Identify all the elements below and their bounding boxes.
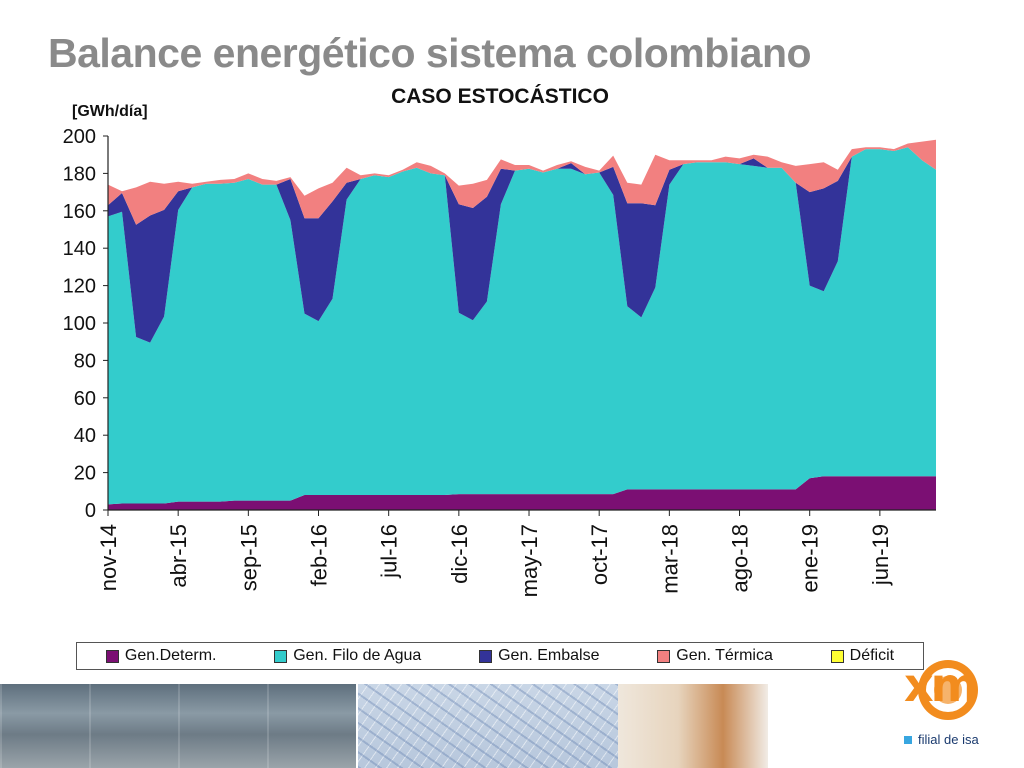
y-tick-label: 160 bbox=[63, 201, 96, 223]
legend-item-0: Gen.Determ. bbox=[105, 647, 217, 665]
legend-label: Gen. Filo de Agua bbox=[293, 647, 422, 664]
axes-group: 0 20 40 60 80 100 120 140 160 180 200 nov-14 abr-15 s… bbox=[63, 126, 936, 597]
xm-logo: xm bbox=[898, 656, 994, 720]
chart-title: CASO ESTOCÁSTICO bbox=[391, 85, 609, 108]
x-tick-label: ago-18 bbox=[728, 524, 753, 593]
x-tick-label: feb-16 bbox=[307, 524, 332, 586]
x-tick-label: nov-14 bbox=[96, 524, 121, 591]
y-tick-label: 200 bbox=[63, 126, 96, 148]
legend-item-3: Gen. Térmica bbox=[657, 647, 773, 665]
legend-swatch bbox=[274, 649, 288, 663]
x-tick-label: ene-19 bbox=[798, 524, 823, 593]
y-tick-label: 60 bbox=[74, 388, 96, 410]
legend-item-4: Déficit bbox=[830, 647, 895, 665]
footer-photo-strip bbox=[0, 684, 1024, 768]
x-tick-label: dic-16 bbox=[447, 524, 472, 584]
page-title: Balance energético sistema colombiano bbox=[48, 30, 812, 76]
x-tick-label: mar-18 bbox=[657, 524, 682, 594]
legend-item-2: Gen. Embalse bbox=[479, 647, 599, 665]
legend-label: Gen.Determ. bbox=[124, 647, 217, 664]
y-tick-label: 120 bbox=[63, 276, 96, 298]
x-tick-label: oct-17 bbox=[587, 524, 612, 585]
x-tick-label: may-17 bbox=[517, 524, 542, 597]
tagline: filial de isa bbox=[904, 732, 979, 747]
area-series-3 bbox=[108, 139, 936, 225]
legend-swatch bbox=[479, 649, 493, 663]
legend-label: Déficit bbox=[849, 647, 895, 664]
logo-text: xm bbox=[904, 658, 979, 712]
x-tick-label: jul-16 bbox=[377, 524, 402, 579]
area-series-0 bbox=[108, 476, 936, 510]
y-axis-label: [GWh/día] bbox=[72, 103, 148, 120]
legend-swatch bbox=[105, 649, 119, 663]
x-tick-label: abr-15 bbox=[166, 524, 191, 588]
xm-logo-mark bbox=[918, 660, 978, 720]
area-series-2 bbox=[108, 147, 936, 343]
y-tick-label: 80 bbox=[74, 350, 96, 372]
y-tick-label: 20 bbox=[74, 463, 96, 485]
legend-swatch bbox=[830, 649, 844, 663]
family-photo bbox=[618, 684, 768, 768]
legend-label: Gen. Térmica bbox=[676, 647, 773, 664]
y-tick-label: 0 bbox=[85, 500, 96, 522]
area-series-group bbox=[108, 139, 936, 510]
legend-label: Gen. Embalse bbox=[498, 647, 600, 664]
tagline-bullet-icon bbox=[904, 735, 912, 744]
area-series-1 bbox=[108, 147, 936, 505]
traffic-cameras-photo bbox=[0, 684, 356, 768]
legend-swatch bbox=[657, 649, 671, 663]
y-tick-label: 180 bbox=[63, 163, 96, 185]
tagline-text: filial de isa bbox=[918, 732, 979, 747]
x-tick-label: jun-19 bbox=[868, 524, 893, 586]
stacked-area-chart: CASO ESTOCÁSTICO [GWh/día] 0 20 40 60 80 100 1… bbox=[63, 85, 936, 597]
y-tick-label: 100 bbox=[63, 313, 96, 335]
legend-item-1: Gen. Filo de Agua bbox=[274, 647, 421, 665]
y-tick-label: 40 bbox=[74, 425, 96, 447]
city-map-photo bbox=[358, 684, 618, 768]
chart-legend: Gen.Determ. Gen. Filo de Agua Gen. Embalse… bbox=[76, 642, 924, 670]
y-tick-label: 140 bbox=[63, 238, 96, 260]
x-tick-label: sep-15 bbox=[236, 524, 261, 591]
